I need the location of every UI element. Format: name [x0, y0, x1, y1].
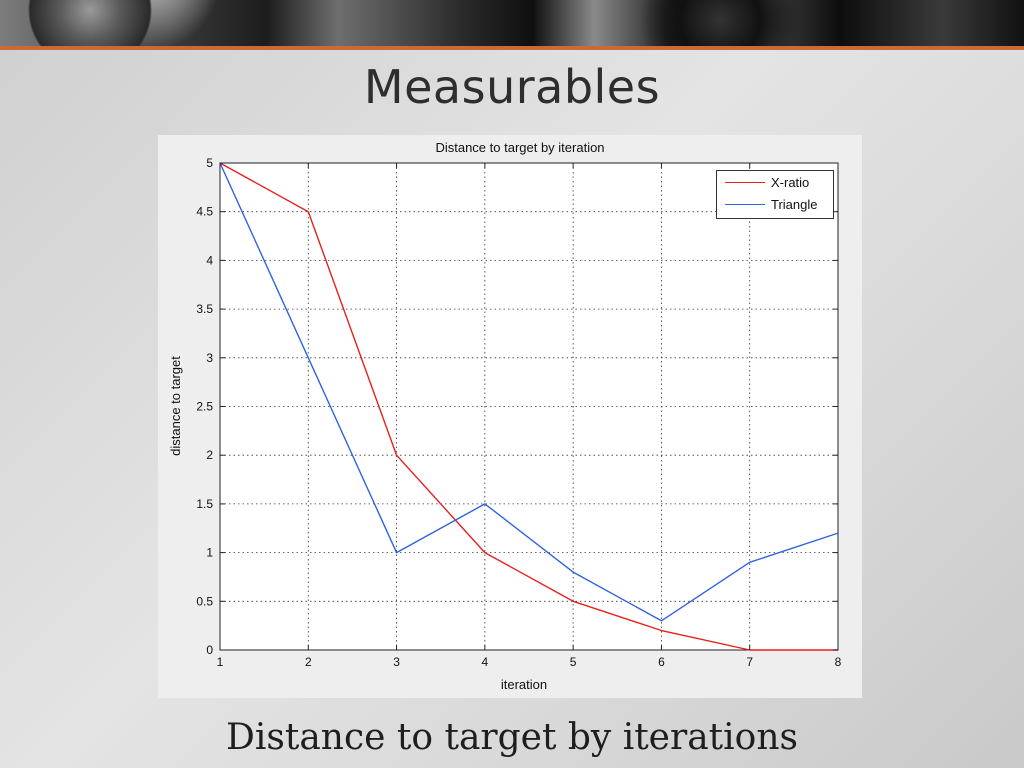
- y-tick-label: 1.5: [196, 497, 213, 511]
- header-accent-rule: [0, 46, 1024, 50]
- x-tick-label: 1: [217, 655, 224, 669]
- x-tick-label: 8: [835, 655, 842, 669]
- y-axis-label: distance to target: [168, 356, 183, 456]
- slide-title: Measurables: [363, 60, 661, 114]
- x-tick-label: 5: [570, 655, 577, 669]
- y-tick-label: 3.5: [196, 302, 213, 316]
- x-tick-label: 3: [393, 655, 400, 669]
- y-tick-label: 5: [206, 156, 213, 170]
- y-tick-label: 0.5: [196, 594, 213, 608]
- y-tick-label: 2.5: [196, 400, 213, 414]
- y-tick-label: 1: [206, 546, 213, 560]
- axis-ticks: 1 2 3 4 5 6 7 8 0 0.5 1 1.5 2 2.5 3 3.5 4 4.5 5: [196, 156, 841, 669]
- series-lines: [219, 162, 839, 651]
- series-line-triangle: [219, 162, 839, 622]
- legend-label-triangle: Triangle: [771, 197, 818, 212]
- grid-lines: [220, 163, 838, 650]
- legend-swatch-triangle: [725, 204, 765, 205]
- series-line-x-ratio: [219, 162, 838, 651]
- x-axis-label: iteration: [501, 677, 547, 692]
- header-banner-image: [0, 0, 1024, 46]
- chart-title: Distance to target by iteration: [435, 140, 604, 155]
- y-tick-label: 2: [206, 448, 213, 462]
- y-tick-label: 4.5: [196, 205, 213, 219]
- y-tick-label: 0: [206, 643, 213, 657]
- x-tick-label: 2: [305, 655, 312, 669]
- y-tick-label: 4: [206, 253, 213, 267]
- plot-area: [219, 162, 839, 651]
- x-tick-label: 7: [746, 655, 753, 669]
- chart-panel: 1 2 3 4 5 6 7 8 0 0.5 1 1.5 2 2.5 3 3.5 4 4.5 5 Distance t…: [158, 135, 862, 698]
- legend-entry-xratio: X-ratio: [717, 173, 833, 193]
- x-tick-label: 6: [658, 655, 665, 669]
- x-tick-label: 4: [482, 655, 489, 669]
- line-chart: 1 2 3 4 5 6 7 8 0 0.5 1 1.5 2 2.5 3 3.5 4 4.5 5 Distance t…: [168, 140, 842, 692]
- slide-caption: Distance to target by iterations: [226, 717, 798, 758]
- y-tick-label: 3: [206, 351, 213, 365]
- chart-legend: X-ratio Triangle: [716, 170, 834, 219]
- legend-label-xratio: X-ratio: [771, 175, 810, 190]
- legend-swatch-xratio: [725, 182, 765, 183]
- legend-entry-triangle: Triangle: [717, 195, 833, 215]
